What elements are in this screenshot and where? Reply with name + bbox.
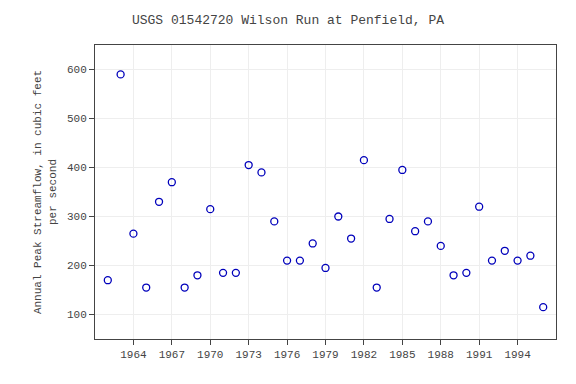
svg-text:1979: 1979 (312, 349, 338, 361)
svg-text:1964: 1964 (120, 349, 147, 361)
svg-text:Annual Peak Streamflow, in cub: Annual Peak Streamflow, in cubic feetper… (32, 70, 58, 314)
svg-text:1982: 1982 (351, 349, 377, 361)
svg-text:1994: 1994 (504, 349, 531, 361)
svg-text:600: 600 (67, 64, 87, 76)
svg-text:USGS 01542720 Wilson Run at Pe: USGS 01542720 Wilson Run at Penfield, PA (132, 13, 444, 28)
svg-text:1970: 1970 (197, 349, 223, 361)
svg-text:1967: 1967 (159, 349, 185, 361)
svg-text:500: 500 (67, 113, 87, 125)
svg-text:300: 300 (67, 211, 87, 223)
svg-text:1973: 1973 (235, 349, 261, 361)
svg-text:1988: 1988 (428, 349, 454, 361)
svg-text:1976: 1976 (274, 349, 300, 361)
svg-text:100: 100 (67, 309, 87, 321)
svg-text:200: 200 (67, 260, 87, 272)
svg-text:1991: 1991 (466, 349, 493, 361)
svg-text:400: 400 (67, 162, 87, 174)
svg-text:1985: 1985 (389, 349, 415, 361)
